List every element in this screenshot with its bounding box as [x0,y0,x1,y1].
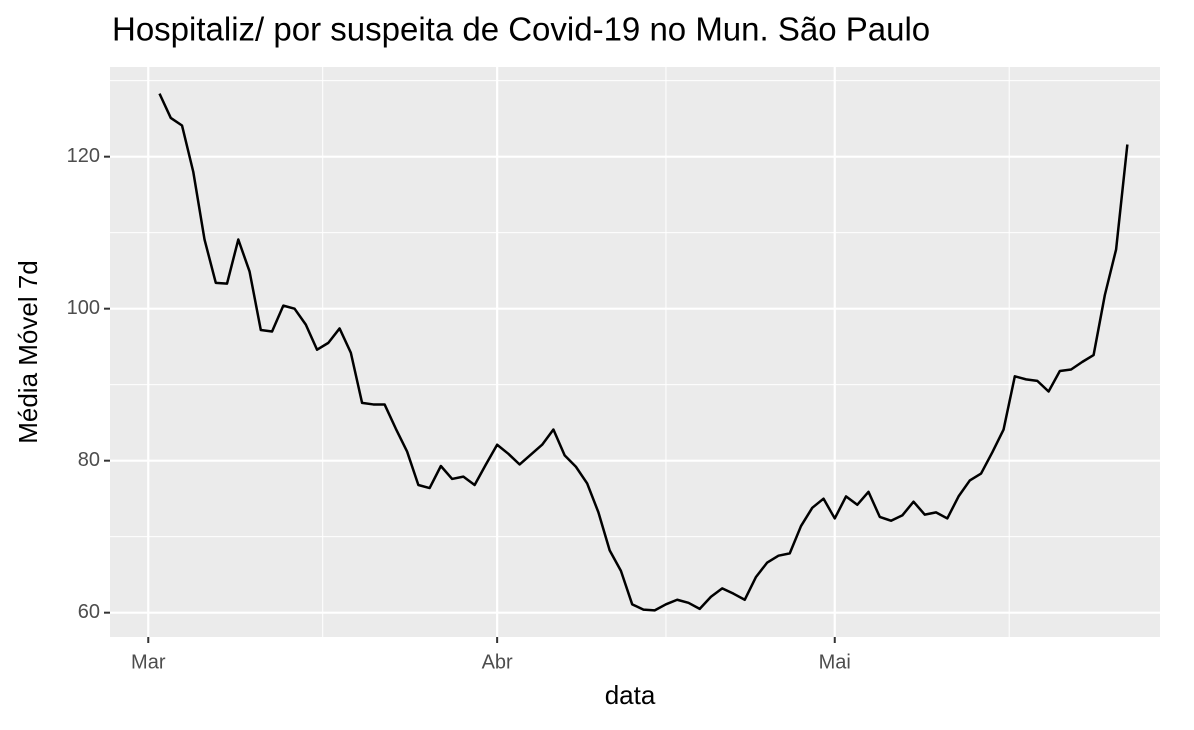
panel [110,67,1160,637]
x-tick-label: Mai [819,651,851,673]
y-tick-label: 100 [67,297,100,319]
y-tick-label: 120 [67,145,100,167]
x-axis-label: data [605,680,656,710]
y-tick-label: 60 [78,601,100,623]
y-tick-label: 80 [78,449,100,471]
x-tick-label: Abr [482,651,513,673]
x-tick-label: Mar [131,651,166,673]
chart-title: Hospitaliz/ por suspeita de Covid-19 no … [112,11,930,48]
line [158,93,1129,612]
y-axis-label: Média Móvel 7d [13,260,43,444]
